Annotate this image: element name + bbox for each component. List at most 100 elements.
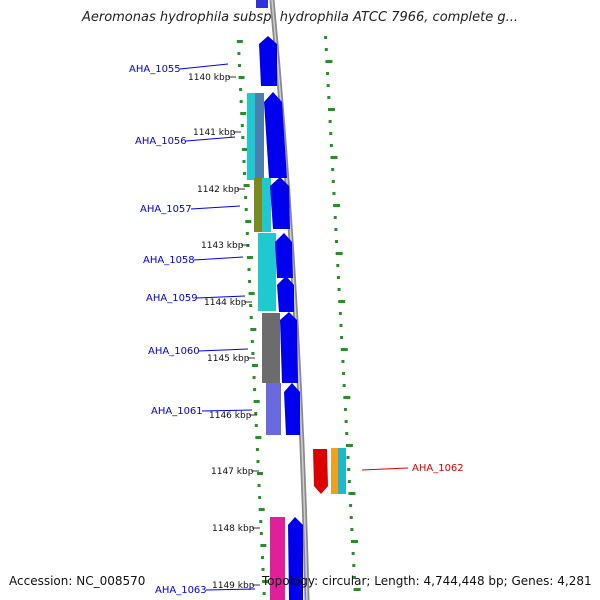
annotation-track bbox=[247, 0, 346, 600]
gene-label[interactable]: AHA_1057 bbox=[140, 204, 192, 215]
gc-dot bbox=[331, 180, 335, 183]
gc-dot bbox=[352, 576, 356, 579]
gc-dot bbox=[250, 328, 257, 331]
gc-dot bbox=[329, 132, 333, 135]
gc-dot bbox=[336, 276, 340, 279]
gc-dot bbox=[252, 376, 256, 379]
gc-dot bbox=[343, 396, 351, 399]
gc-dot bbox=[261, 568, 265, 571]
gene-labels: AHA_1055 AHA_1056 AHA_1057 AHA_1058 AHA_1059… bbox=[129, 63, 464, 596]
gc-dot bbox=[324, 48, 328, 51]
gene-arrow-forward[interactable] bbox=[264, 92, 287, 178]
gc-dot bbox=[333, 216, 337, 219]
gc-dot bbox=[352, 564, 356, 567]
tick-label: 1142 kbp bbox=[197, 185, 240, 195]
gene-arrow-forward[interactable] bbox=[275, 233, 293, 278]
gc-dot bbox=[324, 36, 328, 39]
gc-dot bbox=[349, 504, 353, 507]
gc-dot bbox=[351, 552, 355, 555]
gene-arrow-forward[interactable] bbox=[284, 383, 300, 435]
annotation-block bbox=[270, 517, 285, 600]
gene-features bbox=[259, 36, 328, 600]
gc-track-right bbox=[324, 36, 361, 591]
gc-track-left bbox=[236, 40, 269, 595]
gene-arrow-reverse[interactable] bbox=[313, 449, 328, 494]
gc-dot bbox=[255, 448, 259, 451]
gc-dot bbox=[262, 580, 269, 583]
tick-label: 1144 kbp bbox=[204, 298, 247, 308]
gc-dot bbox=[342, 372, 346, 375]
gc-dot bbox=[340, 336, 344, 339]
tick-label: 1149 kbp bbox=[212, 581, 255, 591]
gc-dot bbox=[246, 256, 253, 259]
gc-dot bbox=[340, 348, 348, 351]
gene-label[interactable]: AHA_1055 bbox=[129, 64, 181, 75]
gc-dot bbox=[257, 484, 261, 487]
genome-summary-text: Topology: circular; Length: 4,744,448 bp… bbox=[262, 574, 592, 588]
annotation-block bbox=[258, 233, 276, 311]
gc-dot bbox=[329, 144, 333, 147]
gene-arrow-forward[interactable] bbox=[288, 517, 303, 600]
gc-dot bbox=[348, 492, 356, 495]
gc-dot bbox=[332, 192, 336, 195]
tick-label: 1140 kbp bbox=[188, 73, 231, 83]
annotation-block bbox=[262, 313, 280, 383]
gene-arrow-forward[interactable] bbox=[277, 276, 294, 312]
annotation-block bbox=[255, 93, 264, 180]
annotation-block bbox=[247, 93, 257, 180]
gc-dot bbox=[245, 220, 252, 223]
gc-dot bbox=[335, 240, 339, 243]
gc-dot bbox=[260, 556, 264, 559]
gc-dot bbox=[255, 436, 262, 439]
gene-label-leader bbox=[361, 467, 409, 471]
gc-dot bbox=[243, 172, 247, 175]
gc-dot bbox=[248, 280, 252, 283]
gc-dot bbox=[239, 100, 243, 103]
gc-dot bbox=[347, 480, 351, 483]
gc-dot bbox=[257, 472, 264, 475]
gene-label-leader bbox=[193, 256, 244, 261]
gc-dot bbox=[345, 432, 349, 435]
gc-dot bbox=[249, 304, 253, 307]
gc-dot bbox=[253, 400, 260, 403]
gc-dot bbox=[326, 84, 330, 87]
gene-arrow-forward[interactable] bbox=[280, 312, 298, 383]
gene-label-leader bbox=[190, 205, 241, 210]
gc-dot bbox=[259, 532, 263, 535]
gc-dot bbox=[325, 60, 333, 63]
annotation-block bbox=[338, 448, 346, 494]
gc-dot bbox=[253, 388, 257, 391]
gene-label-leader bbox=[185, 136, 236, 142]
gc-dot bbox=[236, 40, 243, 43]
annotation-block bbox=[256, 0, 268, 8]
gc-dot bbox=[327, 96, 331, 99]
coordinate-ticks: 1140 kbp 1141 kbp 1142 kbp 1143 kbp 1144 kbp… bbox=[188, 73, 260, 591]
gene-label[interactable]: AHA_1062 bbox=[412, 463, 464, 474]
gc-dot bbox=[337, 288, 341, 291]
gene-label[interactable]: AHA_1063 bbox=[155, 585, 207, 596]
gc-dot bbox=[249, 316, 253, 319]
gc-dot bbox=[353, 588, 361, 591]
gc-dot bbox=[237, 64, 241, 67]
gene-arrow-forward[interactable] bbox=[270, 177, 290, 229]
gc-dot bbox=[248, 292, 255, 295]
gene-label-leader bbox=[179, 63, 229, 70]
gc-dot bbox=[254, 412, 258, 415]
gc-dot bbox=[243, 184, 250, 187]
gene-label-leader bbox=[205, 588, 256, 591]
gc-dot bbox=[327, 108, 335, 111]
gc-dot bbox=[343, 408, 347, 411]
gc-dot bbox=[342, 384, 346, 387]
gc-dot bbox=[341, 360, 345, 363]
gc-dot bbox=[326, 72, 330, 75]
gene-label[interactable]: AHA_1058 bbox=[143, 255, 195, 266]
gene-label[interactable]: AHA_1059 bbox=[146, 293, 198, 304]
gene-label[interactable]: AHA_1060 bbox=[148, 346, 200, 357]
gene-arrow-forward[interactable] bbox=[259, 36, 277, 86]
gene-label[interactable]: AHA_1056 bbox=[135, 136, 187, 147]
gc-dot bbox=[339, 324, 343, 327]
gene-label[interactable]: AHA_1061 bbox=[151, 406, 203, 417]
annotation-block bbox=[254, 178, 264, 232]
tick-label: 1145 kbp bbox=[207, 354, 250, 364]
gc-dot bbox=[240, 124, 244, 127]
